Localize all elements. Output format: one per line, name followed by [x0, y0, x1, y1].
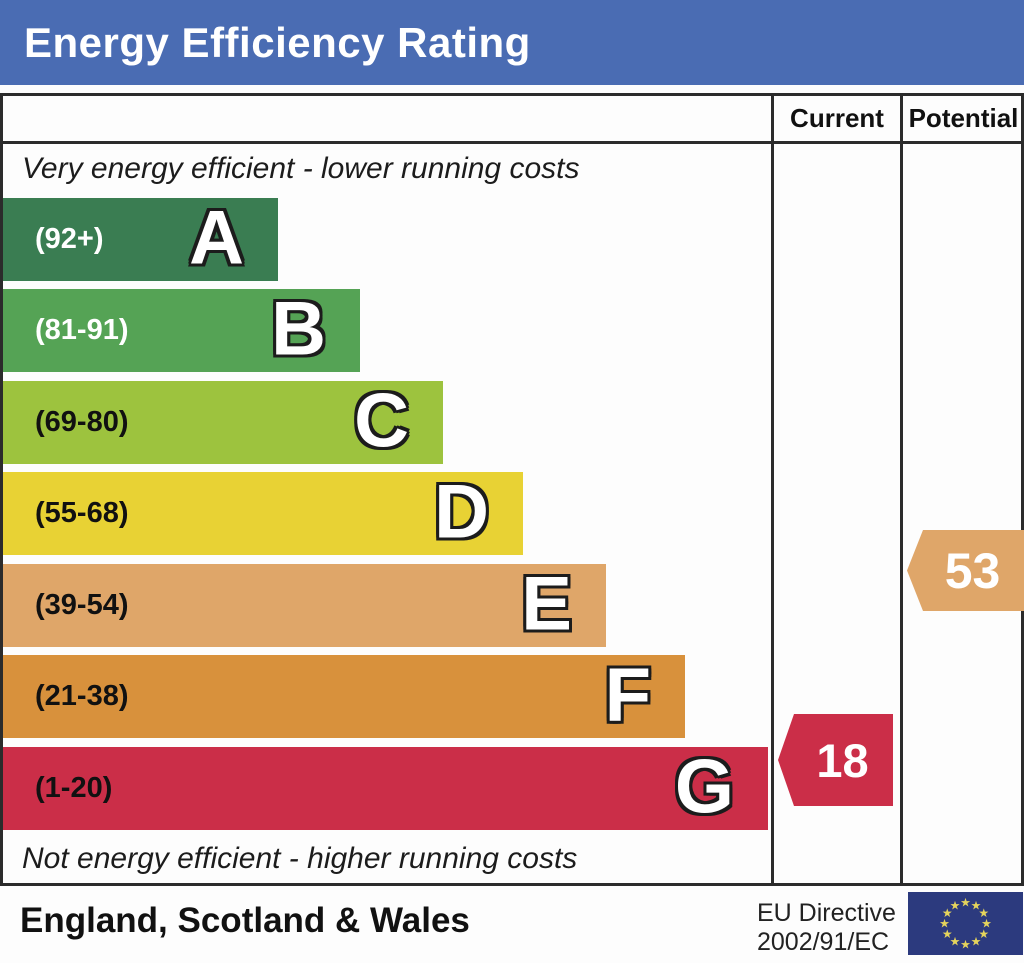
potential-column-header: Potential [908, 103, 1019, 133]
eu-flag-star: ★ [978, 906, 989, 920]
page-title: Energy Efficiency Rating [24, 18, 531, 66]
band-f: (21-38) F [3, 655, 685, 738]
band-range-label: (92+) [35, 223, 104, 255]
band-letter: A [189, 194, 244, 280]
top-caption: Very energy efficient - lower running co… [22, 152, 580, 185]
band-range-label: (81-91) [35, 314, 129, 346]
eu-flag-star: ★ [942, 927, 953, 941]
band-letter: E [521, 560, 572, 646]
band-g: (1-20) G [3, 747, 768, 830]
current-rating-value: 18 [816, 733, 869, 787]
eu-flag-star: ★ [942, 906, 953, 920]
band-b: (81-91) B [3, 289, 360, 372]
eu-flag-star: ★ [971, 935, 982, 949]
band-range-label: (55-68) [35, 497, 129, 529]
band-a: (92+) A [3, 198, 278, 281]
eu-flag-star: ★ [950, 935, 961, 949]
band-letter: C [354, 377, 409, 463]
potential-column-divider [900, 93, 903, 886]
band-c: (69-80) C [3, 381, 443, 464]
band-d: (55-68) D [3, 472, 523, 555]
eu-directive-line2: 2002/91/EC [757, 928, 890, 956]
current-column-header: Current [790, 103, 884, 133]
eu-flag-star: ★ [960, 896, 971, 910]
bottom-caption: Not energy efficient - higher running co… [22, 842, 578, 875]
eu-flag-star: ★ [971, 898, 982, 912]
band-range-label: (39-54) [35, 589, 129, 621]
band-range-label: (1-20) [35, 772, 113, 804]
band-letter: B [271, 285, 326, 371]
eu-flag-star: ★ [950, 898, 961, 912]
current-rating-arrow: 18 [778, 714, 893, 806]
eu-flag-star: ★ [939, 917, 950, 931]
band-e: (39-54) E [3, 564, 606, 647]
chart-table-border [0, 93, 1024, 886]
eu-flag-star: ★ [978, 927, 989, 941]
band-range-label: (21-38) [35, 680, 129, 712]
region-label: England, Scotland & Wales [20, 901, 470, 940]
eu-flag-icon: ★ ★★★★★★★★★★★ [908, 892, 1023, 955]
title-bar: Energy Efficiency Rating [0, 0, 1024, 85]
current-column-divider [771, 93, 774, 886]
eu-directive-line1: EU Directive [757, 899, 896, 927]
band-letter: F [604, 651, 651, 737]
eu-flag-star: ★ [960, 938, 971, 952]
potential-rating-arrow: 53 [907, 530, 1024, 611]
band-letter: D [434, 468, 489, 554]
header-row-divider [0, 141, 1024, 144]
band-letter: G [674, 743, 734, 829]
eu-directive-label: EU Directive 2002/91/EC [757, 899, 896, 957]
band-range-label: (69-80) [35, 406, 129, 438]
potential-rating-value: 53 [944, 542, 1001, 599]
eu-flag-star: ★ [981, 917, 992, 931]
